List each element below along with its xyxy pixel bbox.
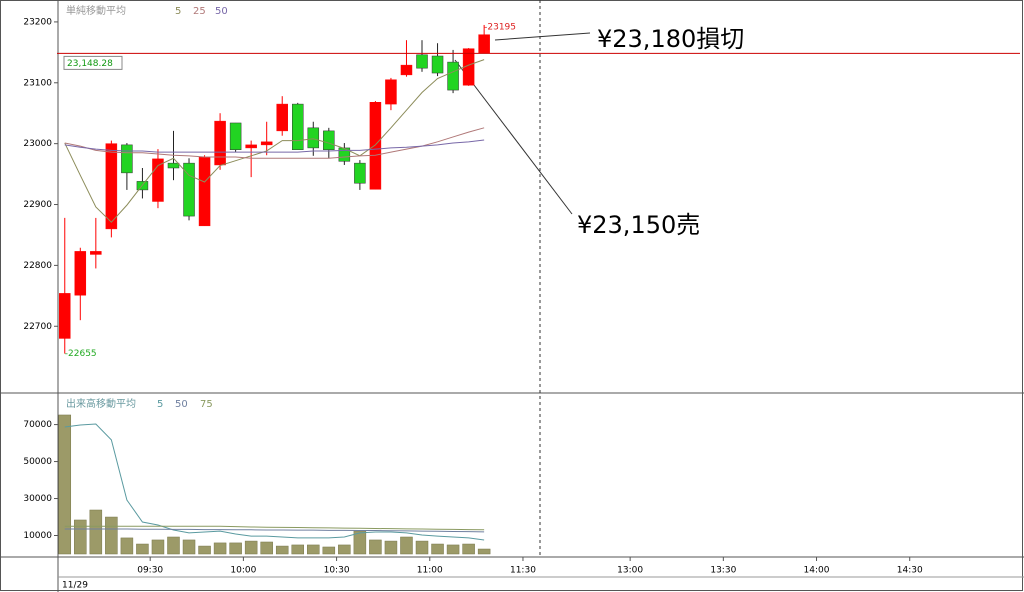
ma-line: [64, 59, 485, 223]
candle-body: [214, 120, 226, 166]
y-tick-label: 30000: [23, 494, 52, 504]
candle-body: [385, 79, 397, 105]
volume-bar: [229, 542, 242, 555]
legend-entry: 50: [175, 399, 188, 410]
candle-body: [292, 103, 304, 150]
ma-line: [64, 127, 485, 159]
candle-body: [90, 251, 102, 255]
volume-bar: [446, 544, 460, 555]
volume-bar: [151, 539, 165, 555]
volume-bar: [384, 540, 398, 555]
volume-bar: [322, 546, 336, 555]
volume-bar: [136, 543, 149, 555]
price-label: 23,148.28: [67, 59, 113, 69]
y-tick-label: 70000: [23, 420, 52, 430]
x-tick-label: 11:30: [510, 566, 536, 576]
candle-body: [276, 103, 288, 132]
candle-body: [183, 162, 195, 217]
candle-body: [74, 251, 87, 296]
x-tick-label: 09:30: [137, 566, 163, 576]
candle-body: [354, 162, 366, 184]
ma-line: [64, 139, 485, 153]
volume-bar: [244, 540, 258, 555]
volume-bar: [260, 541, 273, 555]
y-tick-label: 10000: [23, 531, 52, 541]
volume-bar: [462, 543, 475, 555]
candle-body: [431, 55, 444, 74]
candle-body: [198, 156, 211, 227]
volume-bar: [120, 537, 134, 555]
candle-body: [152, 158, 164, 202]
volume-bar: [58, 414, 72, 555]
volume-bar: [167, 536, 180, 555]
ma-line: [64, 525, 485, 531]
x-tick-label: 13:00: [617, 566, 643, 576]
candle-body: [447, 61, 459, 91]
annotation-line: [494, 32, 591, 41]
legend-entry: 5: [157, 399, 163, 410]
volume-bar: [369, 539, 382, 555]
annotation: ¥23,180損切: [597, 25, 744, 53]
candle-body: [105, 143, 118, 230]
x-tick-label: 14:30: [897, 566, 923, 576]
candle-body: [167, 162, 180, 169]
price-label-box: [63, 55, 123, 70]
x-tick-label: 10:30: [324, 566, 350, 576]
volume-bar: [213, 542, 227, 555]
candle-body: [121, 144, 133, 174]
volume-bar: [477, 548, 491, 555]
volume-bar: [198, 545, 211, 555]
volume-bar: [182, 539, 196, 555]
candle-body: [369, 102, 382, 190]
high-marker: -23195: [484, 22, 516, 32]
candle-body: [478, 34, 490, 54]
volume-bar: [89, 509, 103, 555]
y-tick-label: 22800: [23, 261, 52, 271]
y-tick-label: 23200: [23, 17, 52, 27]
volume-bar: [74, 519, 87, 555]
y-tick-label: 23000: [23, 139, 52, 149]
x-tick-label: 10:00: [230, 566, 256, 576]
legend-title: 単純移動平均: [66, 4, 126, 17]
volume-bar: [291, 544, 304, 555]
candle-body: [260, 141, 273, 146]
volume-bar: [105, 516, 118, 555]
candle-body: [245, 144, 257, 149]
candle-body: [400, 64, 413, 76]
low-marker: -22655: [65, 349, 97, 359]
volume-bar: [275, 545, 289, 555]
candle-body: [462, 48, 475, 86]
annotation: ¥23,150売: [577, 211, 700, 239]
legend-entry: 50: [215, 6, 228, 17]
legend-title: 出来高移動平均: [66, 397, 136, 410]
volume-bar: [415, 540, 429, 555]
candle-body: [338, 147, 351, 162]
annotation-line: [454, 59, 573, 215]
x-tick-label: 14:00: [804, 566, 830, 576]
candle-body: [416, 54, 428, 69]
x-tick-label: 11:00: [417, 566, 443, 576]
candle-body: [59, 293, 71, 339]
ma-line: [64, 528, 485, 533]
volume-bar: [307, 544, 320, 555]
x-tick-label: 13:30: [710, 566, 736, 576]
candle-body: [307, 127, 320, 149]
candle-body: [229, 122, 242, 150]
legend-entry: 25: [193, 6, 206, 17]
volume-bar: [353, 530, 367, 555]
candle-body: [323, 130, 335, 150]
volume-bar: [431, 543, 444, 555]
y-tick-label: 23100: [23, 78, 52, 88]
legend-entry: 5: [175, 6, 181, 17]
y-tick-label: 22700: [23, 322, 52, 332]
legend-entry: 75: [200, 399, 213, 410]
y-tick-label: 22900: [23, 200, 52, 210]
y-tick-label: 50000: [23, 457, 52, 467]
date-label: 11/29: [62, 581, 88, 591]
ma-line: [64, 423, 485, 541]
volume-bar: [338, 544, 351, 555]
volume-bar: [400, 536, 413, 555]
